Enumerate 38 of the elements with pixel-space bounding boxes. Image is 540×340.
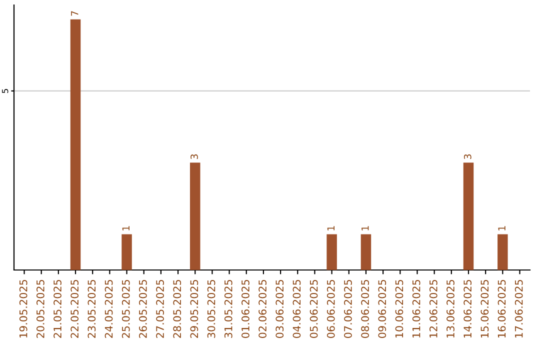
x-tick-label: 14.06.2025 bbox=[464, 280, 472, 338]
x-tick-label: 29.05.2025 bbox=[190, 280, 198, 338]
x-tick-label: 24.05.2025 bbox=[104, 280, 113, 338]
data-label: 1 bbox=[122, 226, 130, 230]
x-tick-label: 25.05.2025 bbox=[122, 280, 130, 338]
x-tick-label: 12.06.2025 bbox=[429, 280, 438, 338]
x-tick-label: 10.06.2025 bbox=[395, 280, 404, 338]
x-tick-label: 02.06.2025 bbox=[258, 280, 266, 338]
data-label: 3 bbox=[464, 154, 472, 160]
x-tick-label: 26.05.2025 bbox=[139, 280, 147, 338]
x-tick-label: 06.06.2025 bbox=[326, 280, 335, 338]
x-tick-label: 28.05.2025 bbox=[173, 280, 182, 338]
x-tick-label: 11.06.2025 bbox=[412, 280, 420, 338]
x-tick-label: 31.05.2025 bbox=[224, 280, 232, 338]
x-tick-label: 07.06.2025 bbox=[344, 280, 352, 338]
x-tick-label: 16.06.2025 bbox=[498, 280, 506, 338]
data-label: 1 bbox=[362, 226, 369, 230]
data-label: 1 bbox=[498, 226, 506, 230]
x-tick-label: 19.05.2025 bbox=[19, 280, 28, 338]
x-tick-label: 21.05.2025 bbox=[54, 280, 62, 338]
x-tick-label: 13.06.2025 bbox=[446, 280, 454, 338]
data-label: 3 bbox=[190, 154, 198, 160]
x-tick-label: 22.05.2025 bbox=[70, 280, 79, 338]
x-tick-label: 23.05.2025 bbox=[88, 280, 96, 338]
y-tick-label: 5 bbox=[2, 89, 8, 93]
data-label: 1 bbox=[327, 226, 334, 230]
data-label: 7 bbox=[71, 11, 78, 16]
x-tick-label: 15.06.2025 bbox=[480, 280, 489, 338]
x-tick-label: 03.06.2025 bbox=[276, 280, 284, 338]
x-tick-label: 17.06.2025 bbox=[514, 280, 523, 338]
x-tick-label: 27.05.2025 bbox=[156, 280, 164, 338]
x-tick-label: 08.06.2025 bbox=[361, 280, 369, 338]
x-tick-label: 04.06.2025 bbox=[292, 280, 301, 338]
x-tick-label: 01.06.2025 bbox=[242, 280, 250, 338]
x-tick-label: 30.05.2025 bbox=[207, 280, 216, 338]
x-tick-label: 09.06.2025 bbox=[378, 280, 386, 338]
x-tick-label: 05.06.2025 bbox=[310, 280, 318, 338]
x-tick-label: 20.05.2025 bbox=[36, 280, 44, 338]
